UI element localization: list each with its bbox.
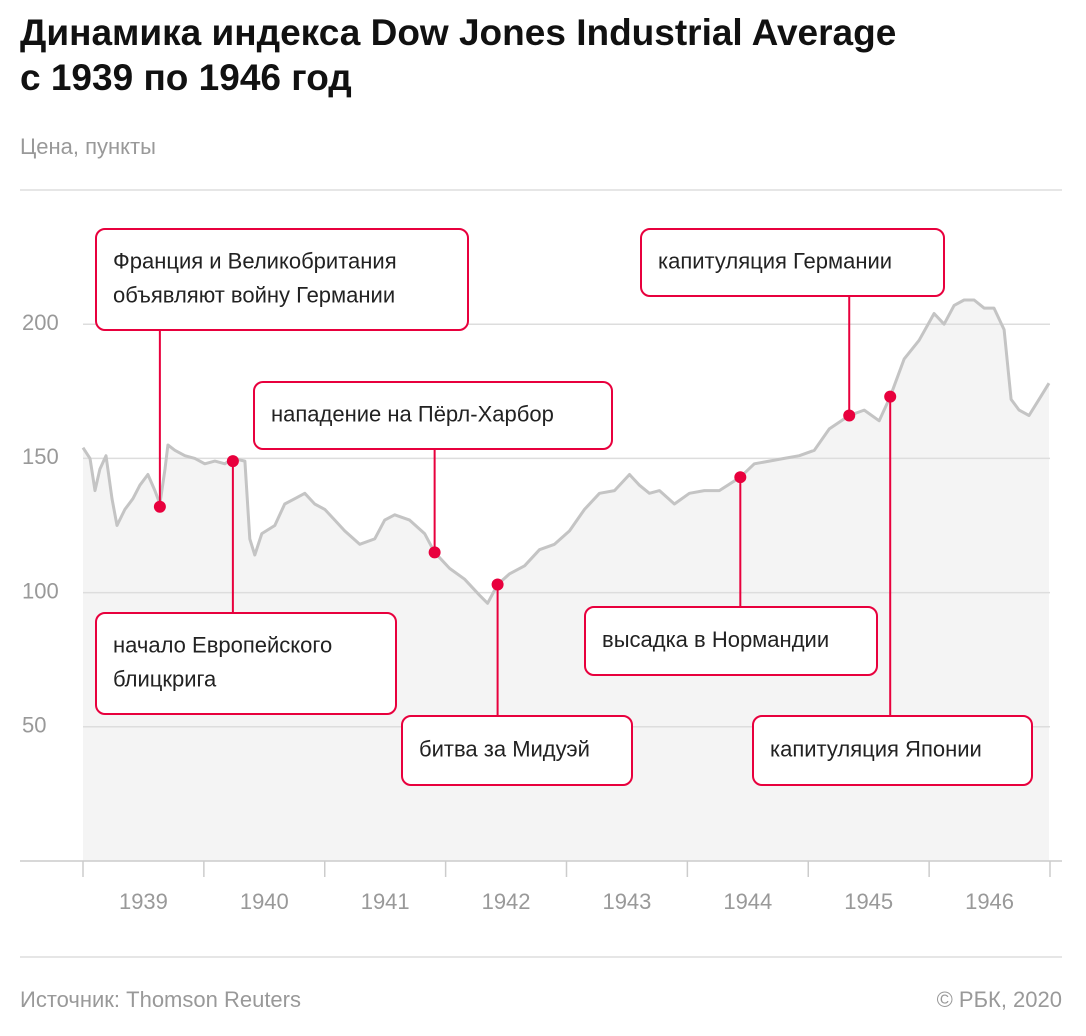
y-tick-label: 100 [22,578,59,603]
annotation-box [584,606,878,676]
annotation-box [253,381,613,450]
annotation-box [95,228,469,331]
annotation-text: Франция и Великобритания [113,248,397,273]
annotation-text: объявляют войну Германии [113,282,395,307]
x-tick-label: 1939 [119,889,168,914]
y-tick-label: 150 [22,444,59,469]
x-tick-label: 1945 [844,889,893,914]
annotation-box [95,612,397,715]
y-tick-label: 50 [22,713,46,738]
annotation-text: начало Европейского [113,632,332,657]
x-tick-label: 1946 [965,889,1014,914]
annotation-box [752,715,1033,786]
event-marker [843,409,856,422]
annotation-box [401,715,633,786]
source: Источник: Thomson Reuters [20,987,301,1012]
chart-title: Динамика индекса Dow Jones Industrial Av… [20,12,896,53]
annotation-text: высадка в Нормандии [602,627,829,652]
x-tick-label: 1941 [361,889,410,914]
x-tick-label: 1943 [602,889,651,914]
annotation-box [640,228,945,297]
event-marker [734,471,747,484]
x-tick-label: 1940 [240,889,289,914]
annotation-text: битва за Мидуэй [419,736,590,761]
event-marker [884,390,897,403]
subtitle: Цена, пункты [20,134,156,159]
x-tick-label: 1944 [723,889,772,914]
annotation-text: нападение на Пёрл-Харбор [271,401,554,426]
x-tick-label: 1942 [482,889,531,914]
event-marker [491,578,504,591]
line [81,298,1051,605]
annotation-text: капитуляция Германии [658,248,892,273]
chart-title: с 1939 по 1946 год [20,57,352,98]
y-tick-label: 200 [22,310,59,335]
event-marker [226,455,239,468]
event-marker [428,546,441,559]
credit: © РБК, 2020 [937,987,1062,1012]
annotation-text: блицкрига [113,666,217,691]
annotation-text: капитуляция Японии [770,736,982,761]
event-marker [153,500,166,513]
